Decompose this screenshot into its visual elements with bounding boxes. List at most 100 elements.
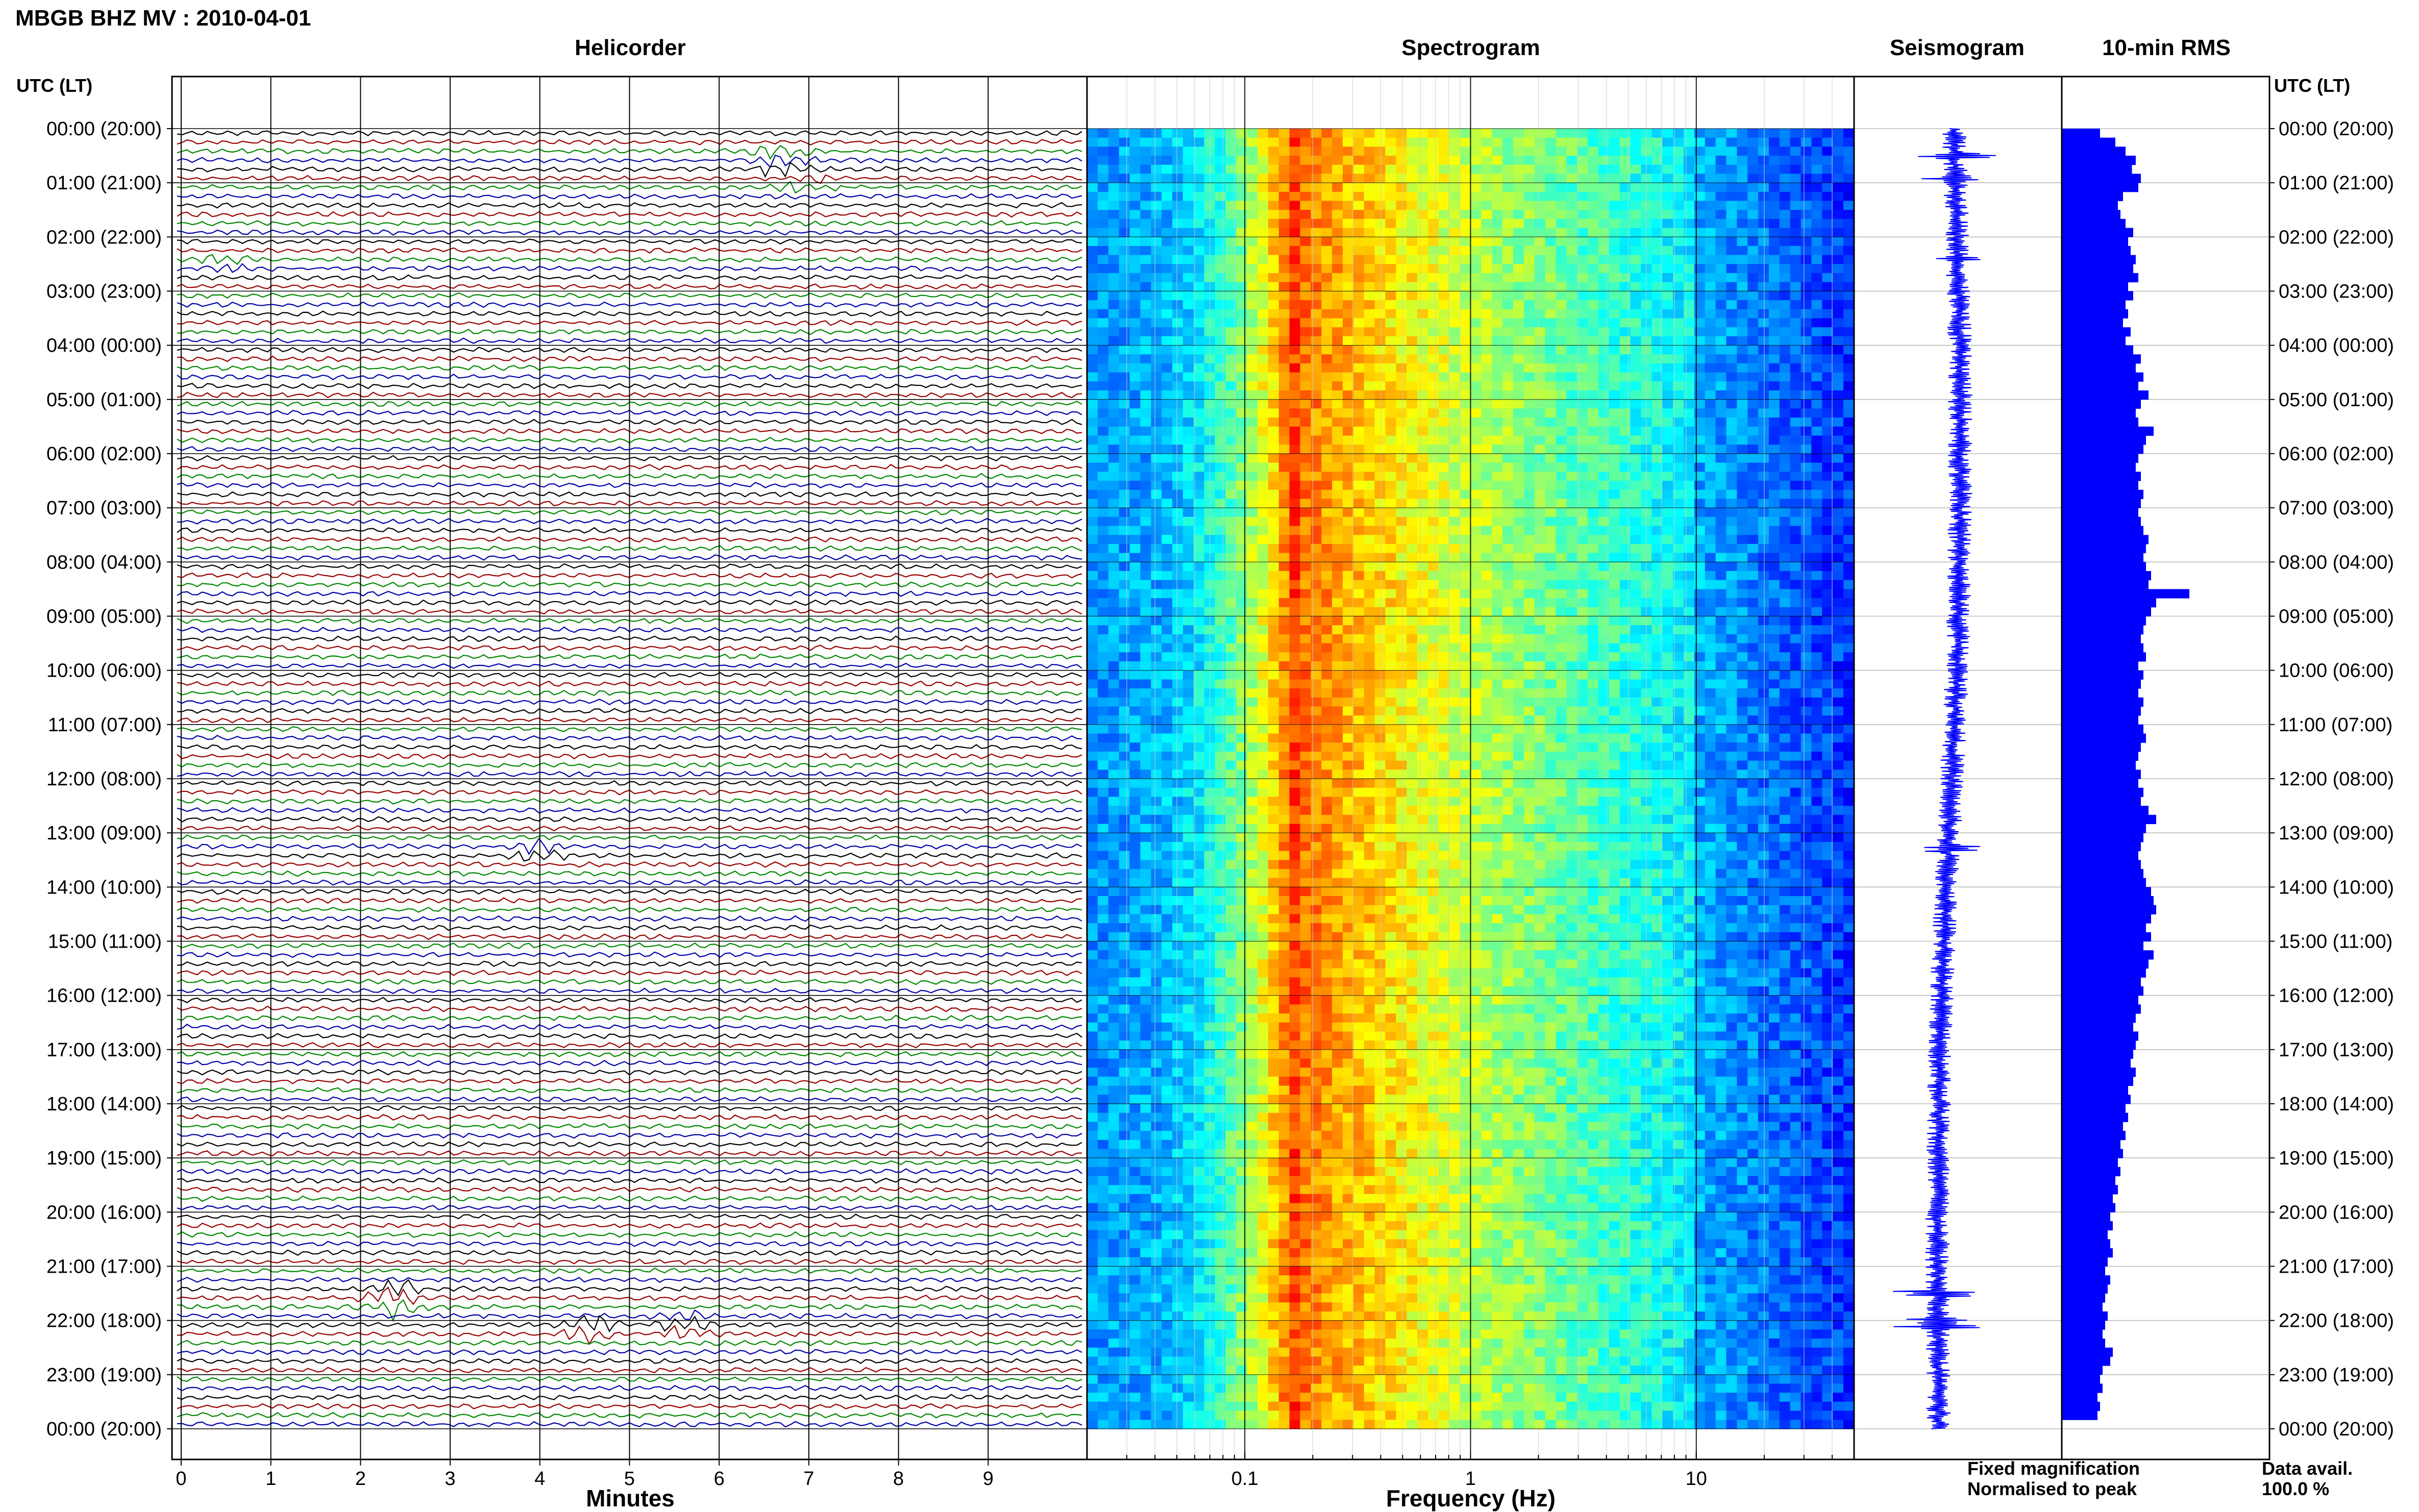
spectrogram-cell: [1779, 354, 1791, 364]
spectrogram-cell: [1779, 679, 1791, 689]
spectrogram-cell: [1460, 616, 1471, 626]
spectrogram-cell: [1247, 589, 1258, 599]
spectrogram-cell: [1449, 183, 1461, 192]
spectrogram-cell: [1556, 489, 1567, 500]
spectrogram-cell: [1705, 191, 1716, 202]
spectrogram-cell: [1215, 336, 1226, 346]
spectrogram-cell: [1162, 191, 1173, 202]
spectrogram-cell: [1758, 191, 1769, 202]
spectrogram-cell: [1811, 390, 1822, 400]
spectrogram-cell: [1385, 399, 1396, 409]
spectrogram-cell: [1715, 399, 1727, 409]
spectrogram-cell: [1577, 652, 1588, 662]
spectrogram-cell: [1651, 137, 1663, 147]
spectrogram-cell: [1800, 327, 1812, 337]
spectrogram-cell: [1534, 616, 1546, 626]
spectrogram-cell: [1481, 462, 1492, 472]
spectrogram-cell: [1523, 173, 1535, 183]
spectrogram-cell: [1364, 643, 1375, 653]
spectrogram-cell: [1822, 345, 1833, 355]
spectrogram-cell: [1129, 508, 1141, 517]
spectrogram-cell: [1396, 246, 1407, 256]
spectrogram-cell: [1151, 535, 1162, 544]
spectrogram-cell: [1247, 652, 1258, 662]
spectrogram-cell: [1396, 173, 1407, 183]
spectrogram-cell: [1737, 661, 1748, 671]
spectrogram-cell: [1374, 129, 1386, 138]
spectrogram-cell: [1438, 237, 1450, 246]
spectrogram-cell: [1385, 164, 1396, 175]
spectrogram-cell: [1289, 543, 1301, 554]
spectrogram-cell: [1140, 173, 1151, 183]
spectrogram-cell: [1758, 670, 1769, 680]
spectrogram-cell: [1162, 454, 1173, 463]
spectrogram-cell: [1300, 625, 1311, 635]
spectrogram-cell: [1087, 444, 1098, 454]
spectrogram-cell: [1726, 625, 1737, 635]
spectrogram-cell: [1385, 309, 1396, 319]
spectrogram-cell: [1598, 444, 1610, 454]
spectrogram-cell: [1609, 146, 1620, 156]
spectrogram-cell: [1790, 363, 1801, 373]
spectrogram-cell: [1470, 499, 1482, 508]
spectrogram-cell: [1215, 535, 1226, 544]
spectrogram-cell: [1566, 210, 1577, 219]
spectrogram-cell: [1822, 237, 1833, 246]
spectrogram-cell: [1758, 408, 1769, 418]
spectrogram-cell: [1481, 598, 1492, 608]
spectrogram-cell: [1129, 291, 1141, 301]
spectrogram-cell: [1630, 508, 1642, 517]
spectrogram-cell: [1726, 571, 1737, 581]
spectrogram-cell: [1406, 462, 1418, 472]
spectrogram-cell: [1438, 580, 1450, 589]
spectrogram-cell: [1225, 228, 1237, 237]
spectrogram-cell: [1417, 228, 1428, 237]
spectrogram-cell: [1406, 607, 1418, 617]
spectrogram-cell: [1215, 345, 1226, 355]
spectrogram-cell: [1513, 535, 1524, 544]
spectrogram-cell: [1769, 661, 1780, 671]
spectrogram-cell: [1684, 444, 1695, 454]
spectrogram-cell: [1300, 472, 1311, 481]
spectrogram-cell: [1513, 300, 1524, 310]
spectrogram-cell: [1769, 607, 1780, 617]
spectrogram-cell: [1417, 264, 1428, 274]
spectrogram-cell: [1534, 237, 1546, 246]
spectrogram-cell: [1364, 201, 1375, 210]
spectrogram-cell: [1225, 688, 1237, 698]
spectrogram-cell: [1694, 137, 1706, 147]
spectrogram-cell: [1215, 724, 1226, 734]
spectrogram-cell: [1119, 543, 1130, 554]
spectrogram-cell: [1215, 399, 1226, 409]
spectrogram-cell: [1215, 454, 1226, 463]
spectrogram-cell: [1651, 255, 1663, 264]
spectrogram-cell: [1662, 228, 1673, 237]
spectrogram-cell: [1417, 345, 1428, 355]
spectrogram-cell: [1108, 508, 1120, 517]
spectrogram-cell: [1822, 255, 1833, 264]
spectrogram-cell: [1140, 508, 1151, 517]
spectrogram-cell: [1353, 345, 1365, 355]
spectrogram-cell: [1396, 408, 1407, 418]
spectrogram-cell: [1694, 670, 1706, 680]
spectrogram-cell: [1247, 191, 1258, 202]
spectrogram-cell: [1343, 264, 1354, 274]
spectrogram-cell: [1577, 553, 1588, 562]
spectrogram-cell: [1247, 210, 1258, 219]
spectrogram-cell: [1364, 156, 1375, 165]
spectrogram-cell: [1460, 535, 1471, 544]
spectrogram-cell: [1343, 589, 1354, 599]
spectrogram-cell: [1609, 553, 1620, 562]
spectrogram-cell: [1428, 535, 1439, 544]
spectrogram-cell: [1438, 472, 1450, 481]
spectrogram-cell: [1225, 291, 1237, 301]
spectrogram-cell: [1343, 291, 1354, 301]
spectrogram-cell: [1182, 390, 1194, 400]
spectrogram-cell: [1534, 381, 1546, 391]
spectrogram-cell: [1119, 191, 1130, 202]
spectrogram-cell: [1151, 724, 1162, 734]
spectrogram-cell: [1182, 363, 1194, 373]
spectrogram-cell: [1609, 472, 1620, 481]
spectrogram-cell: [1673, 652, 1684, 662]
spectrogram-cell: [1651, 318, 1663, 328]
